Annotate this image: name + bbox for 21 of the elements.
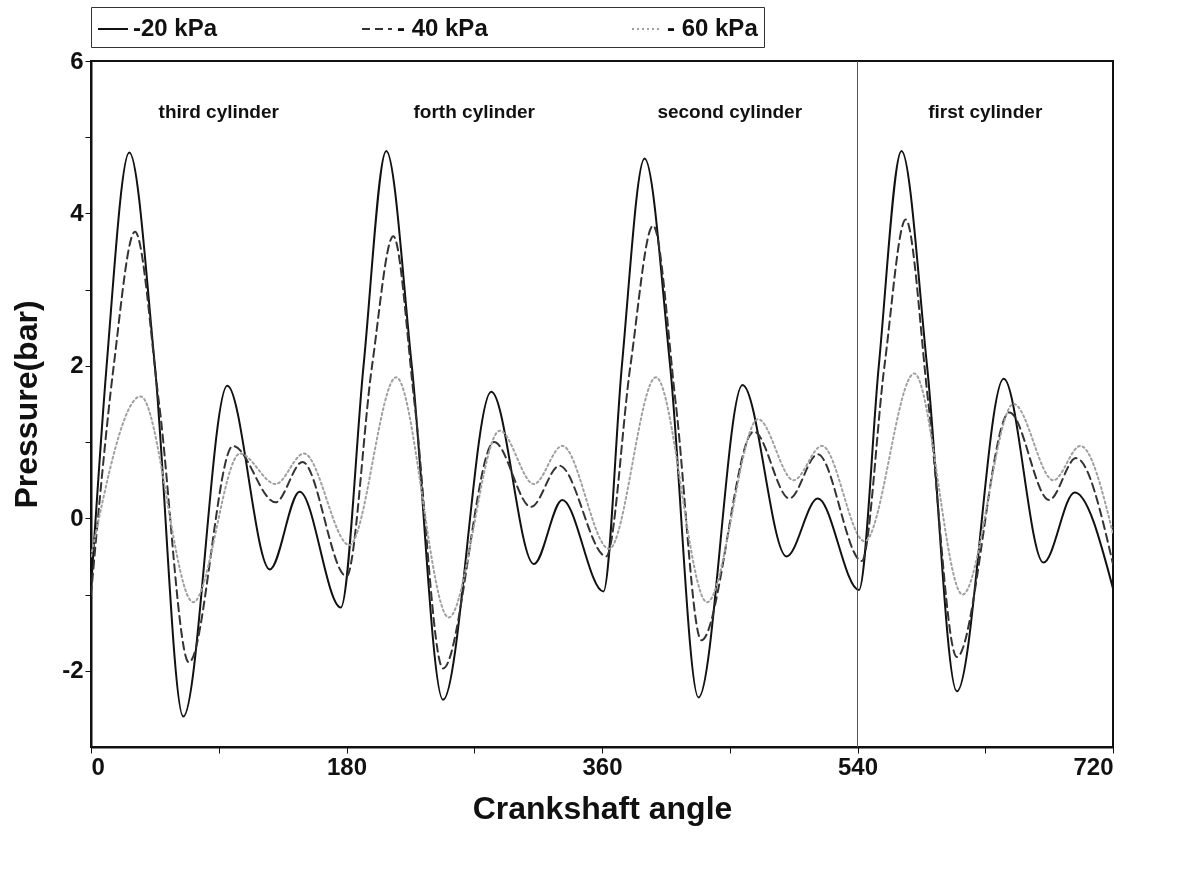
y-tick-label: -2: [62, 656, 84, 684]
annotation: forth cylinder: [413, 101, 536, 123]
legend-label: - 40 kPa: [397, 14, 489, 41]
line-series: [91, 372, 1113, 619]
annotation: second cylinder: [657, 101, 803, 123]
legend-label: -20 kPa: [133, 14, 218, 41]
x-tick-label: 720: [1073, 752, 1114, 780]
y-tick-label: 2: [70, 351, 84, 379]
x-axis-title: Crankshaft angle: [472, 789, 733, 826]
legend-label: - 60 kPa: [667, 14, 759, 41]
y-tick-label: 6: [70, 46, 84, 74]
x-tick-label: 360: [582, 752, 623, 780]
x-tick-label: 540: [837, 752, 879, 780]
x-tick-label: 0: [91, 752, 105, 780]
x-tick-label: 180: [326, 752, 368, 780]
annotation: third cylinder: [158, 101, 280, 123]
y-axis-title: Pressure(bar): [8, 300, 45, 509]
y-tick-label: 0: [70, 503, 84, 531]
line-series: [91, 218, 1113, 670]
annotation: first cylinder: [928, 101, 1043, 123]
y-tick-label: 4: [70, 198, 85, 226]
